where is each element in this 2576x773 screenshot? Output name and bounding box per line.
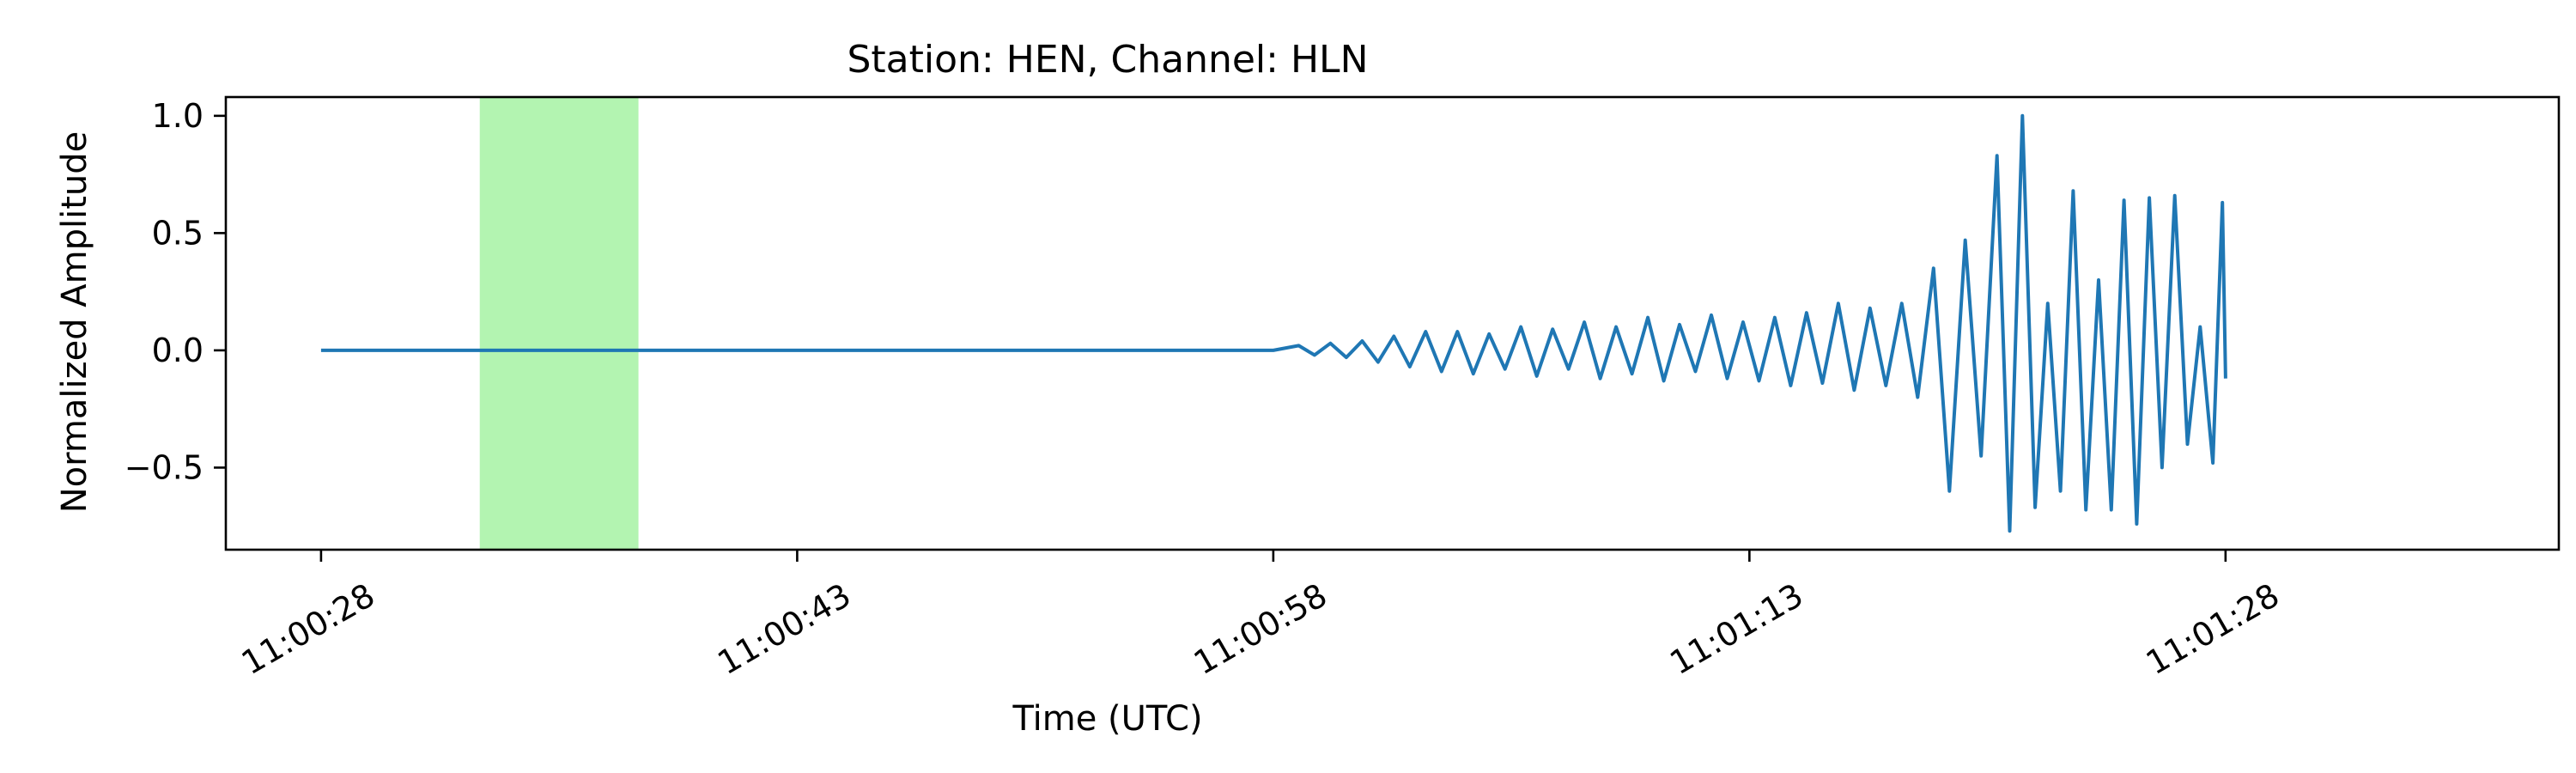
y-tick-label: −0.5	[125, 448, 204, 486]
chart-title: Station: HEN, Channel: HLN	[848, 38, 1369, 82]
y-axis: 1.0 0.5 0.0 −0.5	[125, 97, 226, 486]
x-axis-label: Time (UTC)	[1012, 699, 1202, 739]
y-axis-label: Normalized Amplitude	[55, 131, 94, 514]
x-tick-label: 11:01:13	[1663, 576, 1809, 682]
highlight-span	[479, 97, 639, 550]
x-tick-label: 11:00:28	[235, 576, 381, 682]
plot-area	[224, 95, 2561, 551]
x-tick-label: 11:00:58	[1188, 576, 1334, 682]
axes-frame	[224, 95, 2561, 551]
waveform-line	[320, 113, 2227, 533]
y-tick-label: 0.5	[152, 214, 204, 252]
y-tick-label: 1.0	[152, 97, 204, 135]
x-axis: 11:00:28 11:00:43 11:00:58 11:01:13 11:01:28	[235, 550, 2286, 682]
x-tick-label: 11:01:28	[2140, 576, 2286, 682]
x-tick-label: 11:00:43	[711, 576, 857, 682]
y-tick-label: 0.0	[152, 332, 204, 369]
